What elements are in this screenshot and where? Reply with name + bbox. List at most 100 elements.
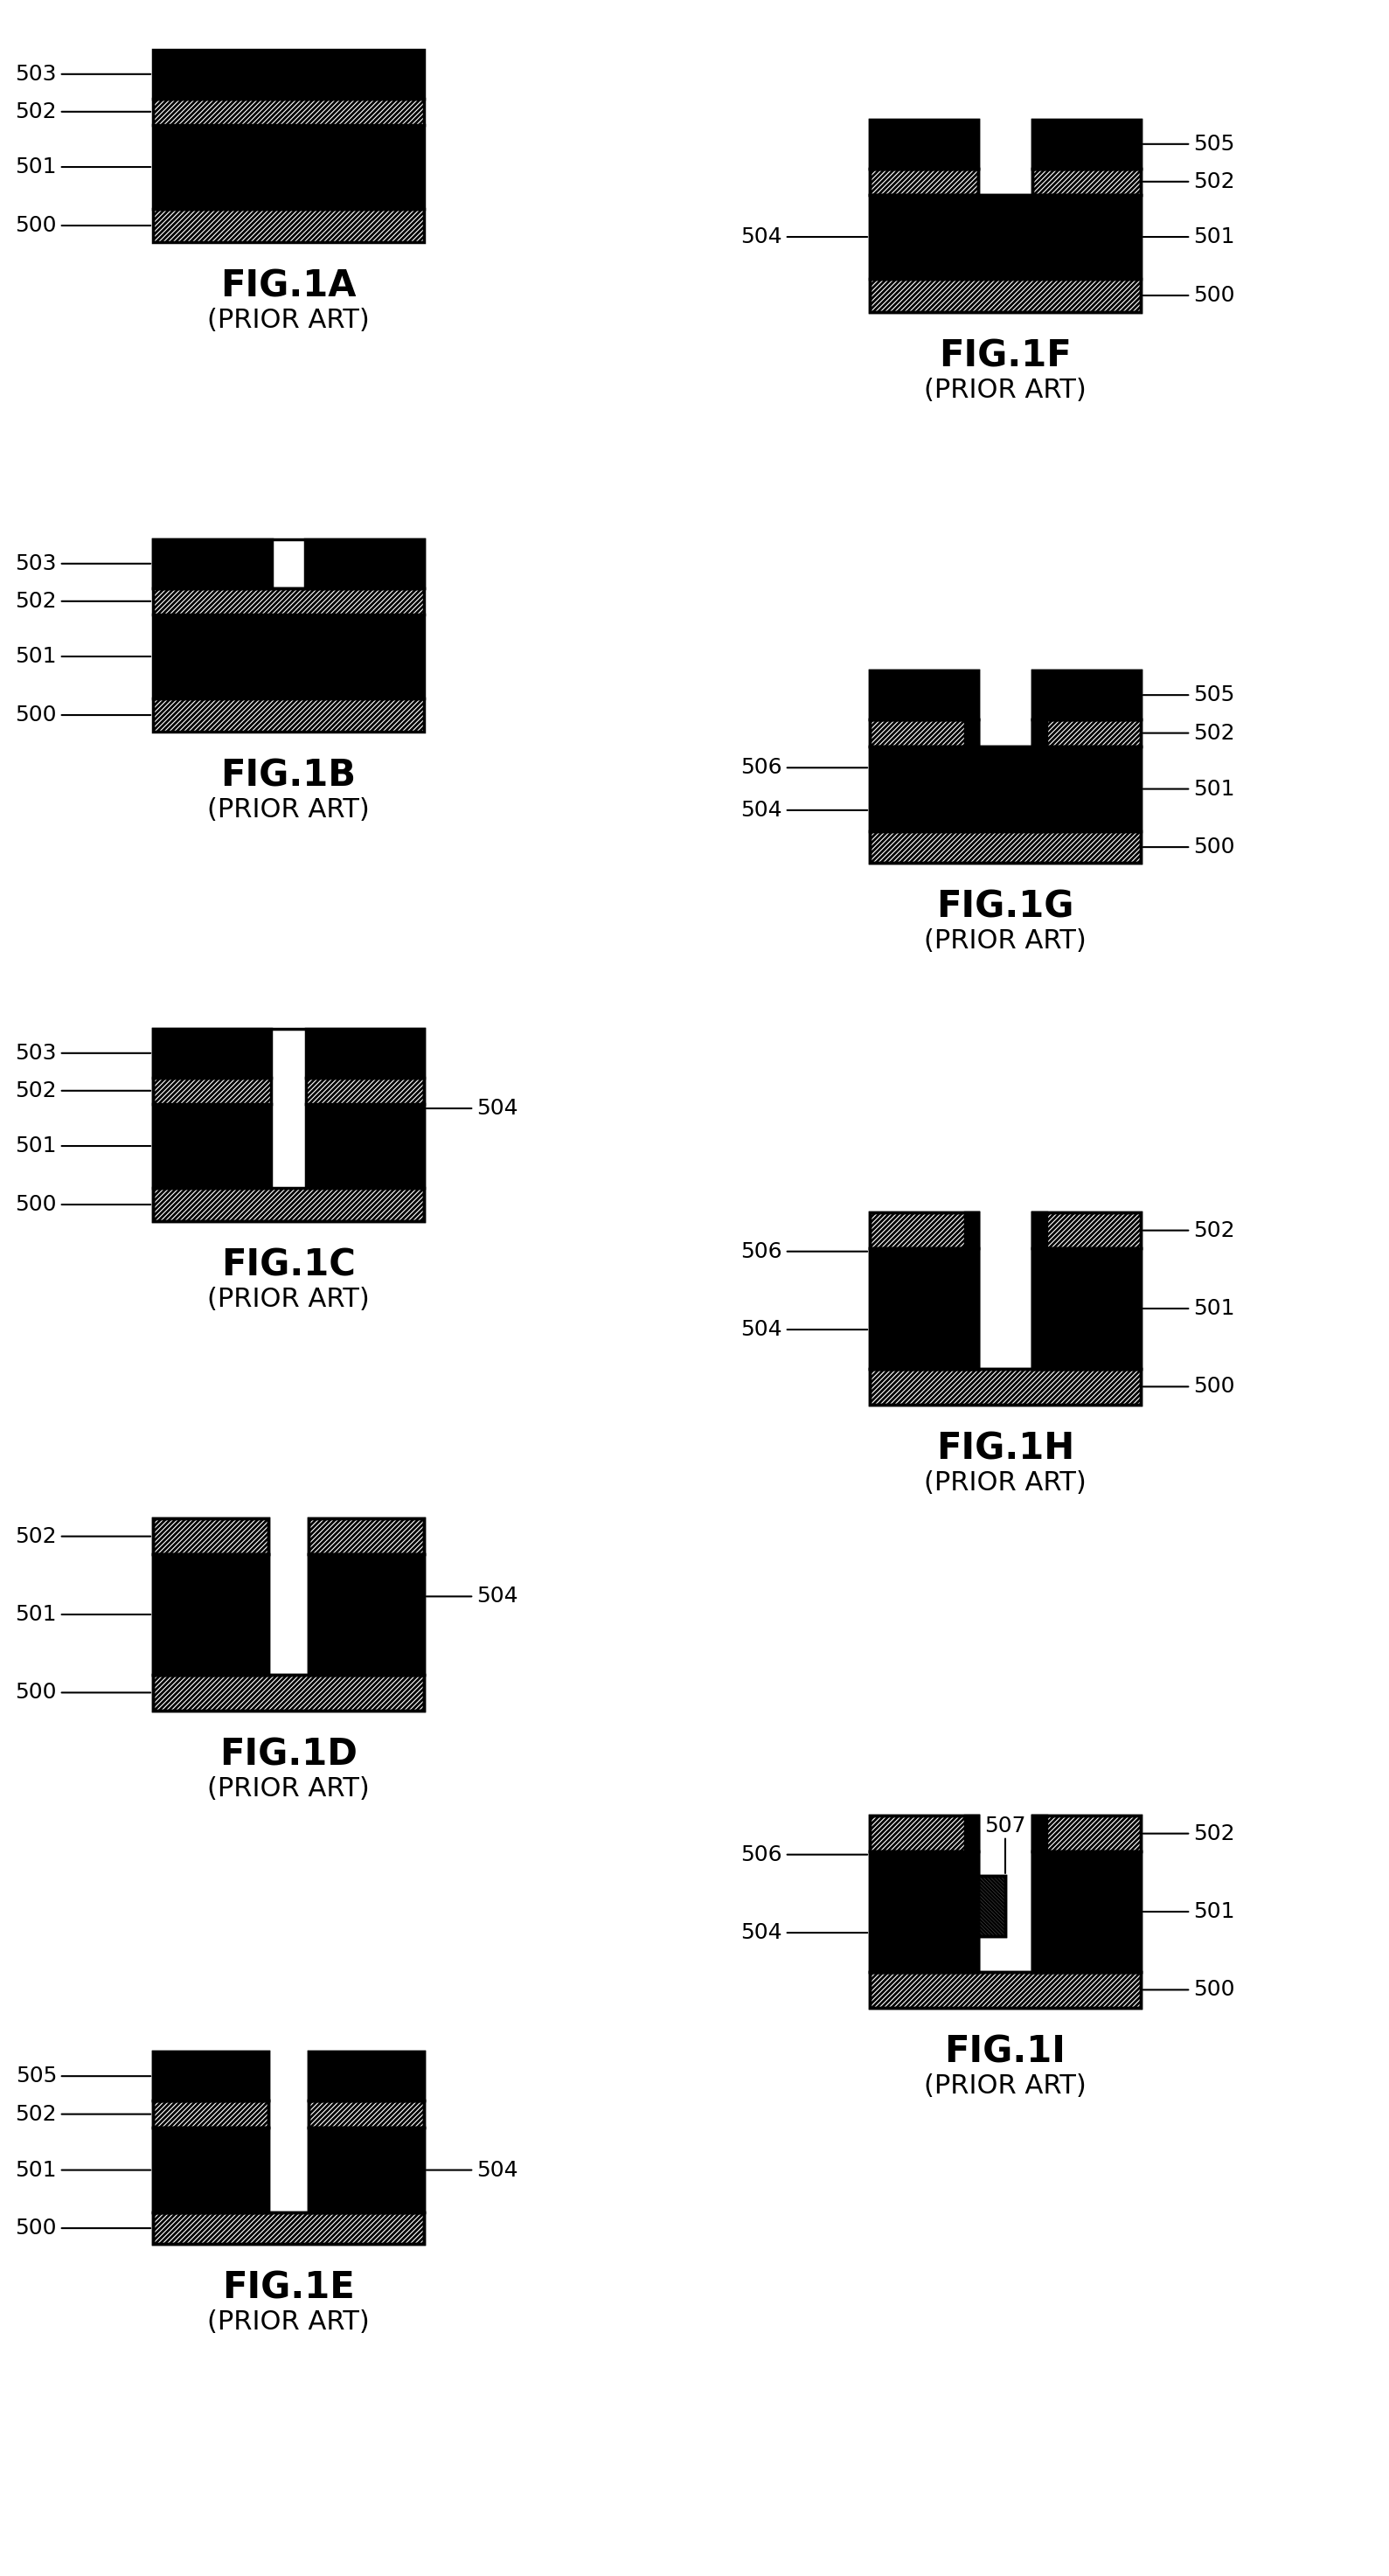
Bar [870,1249,978,1368]
Text: 501: 501 [1143,227,1235,247]
Text: (PRIOR ART): (PRIOR ART) [207,1285,369,1311]
Text: 500: 500 [15,1682,150,1703]
Text: 500: 500 [1143,286,1235,307]
Bar [308,1517,424,1553]
Bar [870,1213,978,1249]
Text: 500: 500 [15,706,150,726]
Bar [1032,1816,1140,1852]
Bar [870,196,1140,278]
Bar [308,1517,424,1553]
Text: 501: 501 [15,647,150,667]
Text: 500: 500 [15,214,150,237]
Text: 506: 506 [740,1844,867,1865]
Bar [1032,670,1140,719]
Text: 502: 502 [15,2105,150,2125]
Bar [153,538,272,587]
Bar [870,747,1140,832]
Text: 504: 504 [426,1587,518,1607]
Text: 502: 502 [15,1079,150,1100]
Bar [1032,118,1140,167]
Bar [870,1368,1140,1404]
Text: (PRIOR ART): (PRIOR ART) [924,379,1086,402]
Text: FIG.1H: FIG.1H [936,1430,1075,1468]
Bar [870,670,978,719]
Bar [1032,167,1140,196]
Text: 506: 506 [740,1242,867,1262]
Bar [870,719,978,747]
Bar [870,1852,978,1971]
Bar [308,2102,424,2128]
Text: 501: 501 [15,1136,150,1157]
Text: 501: 501 [15,1605,150,1625]
Bar [153,1188,424,1221]
Bar [1032,1816,1140,1852]
Text: FIG.1I: FIG.1I [945,2035,1065,2071]
Bar [870,1249,978,1368]
Bar [870,118,978,167]
Text: 500: 500 [1143,1978,1235,2002]
Text: FIG.1C: FIG.1C [221,1247,356,1283]
Bar [308,2050,424,2102]
Text: (PRIOR ART): (PRIOR ART) [924,2074,1086,2099]
Bar [1032,1213,1140,1249]
Bar [978,1875,1006,1935]
Bar [870,1852,978,1971]
Text: 503: 503 [15,64,150,85]
Text: 502: 502 [15,590,150,611]
Bar [1032,719,1140,747]
Bar [1032,1852,1140,1971]
Bar [870,1213,978,1249]
Text: 501: 501 [15,157,150,178]
Text: (PRIOR ART): (PRIOR ART) [207,796,369,822]
Text: FIG.1B: FIG.1B [221,757,356,793]
Bar [308,2102,424,2128]
Text: (PRIOR ART): (PRIOR ART) [924,927,1086,953]
Bar [153,1674,424,1710]
Bar [870,167,978,196]
Text: 504: 504 [740,1319,867,1340]
Text: (PRIOR ART): (PRIOR ART) [924,1471,1086,1497]
Text: 500: 500 [15,1195,150,1216]
Bar [870,670,978,719]
Bar [978,1875,1006,1935]
Bar [306,1028,424,1077]
Bar [1032,670,1140,719]
Bar [304,538,424,587]
Bar [153,2128,268,2213]
Bar [1032,1213,1046,1368]
Text: 502: 502 [1143,170,1235,193]
Text: 504: 504 [740,1922,867,1942]
Text: 507: 507 [985,1816,1026,1837]
Bar [870,118,978,167]
Text: (PRIOR ART): (PRIOR ART) [207,307,369,332]
Text: (PRIOR ART): (PRIOR ART) [207,2311,369,2334]
Bar [153,49,424,98]
Bar [153,209,424,242]
Bar [964,719,978,832]
Text: 500: 500 [15,2218,150,2239]
Bar [308,2128,424,2213]
Text: 501: 501 [1143,1901,1235,1922]
Text: 505: 505 [1143,685,1235,706]
Text: FIG.1F: FIG.1F [939,337,1071,376]
Bar [153,2213,424,2244]
Bar [308,2128,424,2213]
Text: 501: 501 [15,2159,150,2179]
Text: 501: 501 [1143,1298,1235,1319]
Bar [870,1816,978,1852]
Bar [870,1971,1140,2007]
Bar [870,1816,978,1852]
Text: 501: 501 [1143,778,1235,799]
Text: 505: 505 [15,2066,150,2087]
Bar [1032,719,1140,747]
Text: 502: 502 [15,100,150,121]
Bar [964,1816,978,1971]
Text: 506: 506 [740,757,867,778]
Text: 504: 504 [740,799,867,822]
Text: 503: 503 [15,554,150,574]
Text: 504: 504 [740,227,867,247]
Bar [1032,1816,1046,1971]
Bar [308,2050,424,2102]
Bar [153,98,424,126]
Text: 502: 502 [1143,1824,1235,1844]
